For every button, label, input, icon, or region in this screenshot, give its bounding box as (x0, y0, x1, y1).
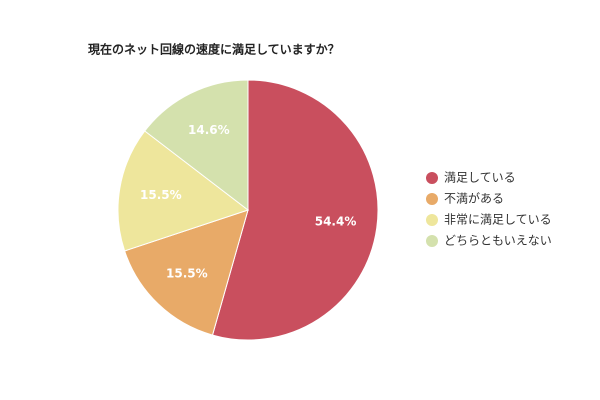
legend-label: どちらともいえない (444, 234, 552, 248)
legend-marker (426, 172, 438, 184)
chart-title: 現在のネット回線の速度に満足していますか？ (88, 42, 340, 57)
legend-label: 不満がある (444, 191, 504, 206)
value-label: 15.5% (140, 188, 182, 202)
pie-slice (123, 209, 249, 336)
legend-marker (426, 193, 438, 205)
legend-marker (426, 235, 438, 247)
legend-marker (426, 214, 438, 226)
legend-label: 非常に満足している (444, 213, 552, 227)
pie-slice (144, 79, 249, 212)
legend-label: 満足している (444, 171, 516, 185)
pie-slice (117, 130, 250, 252)
value-label: 54.4% (315, 215, 357, 229)
value-label: 15.5% (166, 266, 208, 280)
pie-slice (211, 79, 379, 341)
value-label: 14.6% (188, 123, 230, 137)
